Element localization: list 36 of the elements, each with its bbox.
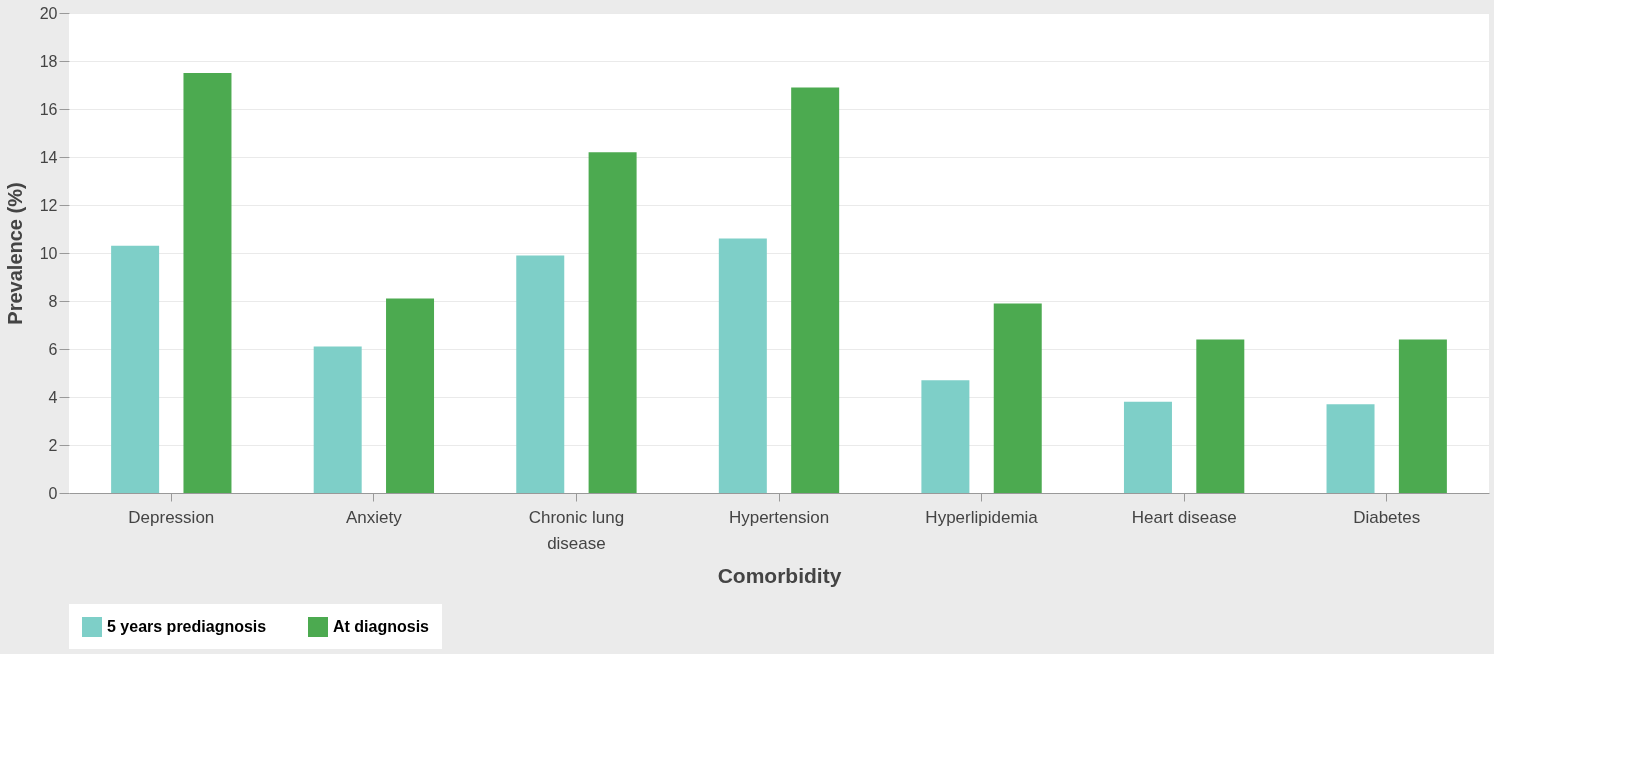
x-axis-title: Comorbidity bbox=[717, 563, 842, 587]
y-tick-label: 4 bbox=[48, 388, 58, 406]
y-tick-label: 6 bbox=[48, 340, 58, 358]
bar bbox=[1326, 404, 1375, 493]
x-tick-label: Heart disease bbox=[1131, 507, 1237, 527]
bar bbox=[588, 152, 637, 493]
x-tick-label: Chronic lung disease bbox=[528, 507, 625, 553]
bar bbox=[183, 73, 232, 493]
x-tick-label: Anxiety bbox=[345, 507, 403, 527]
bar bbox=[313, 346, 362, 493]
y-tick-label: 0 bbox=[48, 484, 58, 502]
bar bbox=[921, 380, 970, 493]
legend-label: At diagnosis bbox=[333, 618, 430, 635]
bar bbox=[791, 87, 840, 493]
y-tick-label: 14 bbox=[39, 148, 58, 166]
y-axis-title: Prevalence (%) bbox=[3, 182, 26, 325]
bar bbox=[718, 238, 767, 493]
x-tick-label: Hyperlipidemia bbox=[925, 507, 1039, 527]
bar bbox=[1123, 401, 1172, 493]
x-tick-label: Depression bbox=[128, 507, 215, 527]
bar bbox=[386, 298, 435, 493]
y-tick-label: 20 bbox=[39, 4, 58, 22]
y-tick-label: 18 bbox=[39, 52, 58, 70]
y-tick-label: 10 bbox=[39, 244, 58, 262]
bar bbox=[516, 255, 565, 493]
bar bbox=[993, 303, 1042, 493]
legend-label: 5 years prediagnosis bbox=[107, 618, 267, 635]
bar bbox=[111, 245, 160, 493]
y-tick-label: 2 bbox=[48, 436, 58, 454]
bar bbox=[1196, 339, 1245, 493]
x-tick-label: Hypertension bbox=[728, 507, 830, 527]
y-tick-label: 8 bbox=[48, 292, 58, 310]
y-tick-label: 12 bbox=[39, 196, 58, 214]
y-tick-label: 16 bbox=[39, 100, 58, 118]
bar bbox=[1398, 339, 1447, 493]
x-tick-label: Diabetes bbox=[1353, 507, 1421, 527]
